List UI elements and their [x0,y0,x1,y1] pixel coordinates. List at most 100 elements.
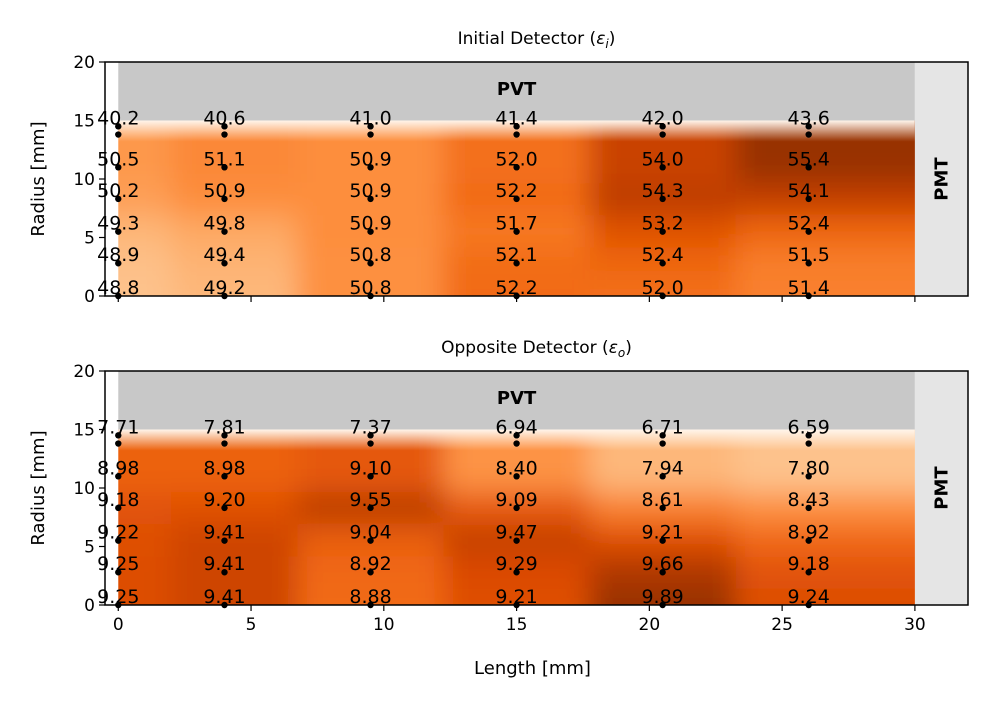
title-close: ) [625,338,632,358]
marker-point [115,131,122,138]
marker-point [513,195,520,203]
data-label: 52.4 [788,213,830,235]
panel-1: Opposite Detector (εo) 7.71 7.81 7.37 6.94 6.… [28,338,969,679]
marker-point [805,228,812,235]
data-label: 41.4 [495,107,537,129]
data-label: 54.0 [641,148,683,170]
data-label: 51.5 [788,244,830,266]
data-label: 6.94 [495,416,537,438]
chart-title: Initial Detector (εi) [458,29,616,51]
data-label: 50.9 [203,180,245,202]
marker-point [367,504,374,512]
y-tick-label: 5 [84,229,95,249]
data-label: 52.0 [641,277,683,299]
data-label: 9.10 [349,457,391,479]
data-label: 51.1 [203,148,245,170]
marker-point [513,164,520,171]
data-label: 52.0 [495,148,537,170]
y-tick-label: 15 [73,421,95,441]
marker-point [115,123,122,130]
data-label: 43.6 [788,107,830,129]
edge-highlight [118,429,915,451]
pvt-label: PVT [497,79,537,100]
pmt-region [914,371,968,605]
marker-point [221,260,228,267]
data-label: 50.8 [349,244,391,266]
data-label: 9.24 [788,586,830,608]
data-label: 52.2 [495,180,537,202]
marker-point [115,440,122,447]
y-axis-label: Radius [mm] [28,430,49,545]
marker-point [659,195,666,203]
marker-point [115,260,122,267]
marker-point [659,432,666,439]
marker-point [513,473,520,480]
marker-point [659,537,666,544]
data-label: 48.8 [97,277,139,299]
x-tick-label: 30 [904,615,926,635]
data-label: 9.29 [495,553,537,575]
marker-point [115,432,122,439]
data-label: 8.92 [788,522,830,544]
marker-point [513,228,520,235]
marker-point [805,164,812,171]
panel-0: Initial Detector (εi) 40.2 40.6 41.0 41.4 42.… [28,29,969,307]
x-tick-label: 25 [771,615,793,635]
data-label: 6.59 [788,416,830,438]
data-label: 9.21 [495,586,537,608]
marker-point [367,537,374,544]
marker-point [805,123,812,130]
data-label: 9.04 [349,522,391,544]
data-label: 7.80 [788,457,830,479]
data-label: 7.37 [349,416,391,438]
y-tick-label: 10 [73,170,95,190]
data-label: 8.98 [97,457,139,479]
marker-point [115,228,122,235]
marker-point [221,195,228,203]
data-label: 8.40 [495,457,537,479]
data-label: 9.66 [641,553,683,575]
marker-point [115,195,122,203]
marker-point [513,569,520,576]
data-label: 54.3 [641,180,683,202]
marker-point [221,440,228,447]
marker-point [659,473,666,480]
y-tick-label: 0 [84,287,95,307]
data-label: 9.20 [203,489,245,511]
data-label: 9.41 [203,553,245,575]
data-label: 55.4 [788,148,830,170]
marker-point [805,440,812,447]
marker-point [367,473,374,480]
marker-point [513,537,520,544]
marker-point [805,569,812,576]
data-label: 42.0 [641,107,683,129]
data-label: 49.3 [97,213,139,235]
marker-point [513,440,520,447]
data-label: 9.41 [203,522,245,544]
marker-point [115,473,122,480]
marker-point [367,131,374,138]
data-label: 8.61 [641,489,683,511]
data-label: 50.2 [97,180,139,202]
x-tick-label: 10 [373,615,395,635]
data-label: 9.18 [788,553,830,575]
data-label: 52.4 [641,244,683,266]
x-tick-label: 5 [246,615,257,635]
data-label: 9.21 [641,522,683,544]
data-label: 8.98 [203,457,245,479]
marker-point [513,432,520,439]
marker-point [805,131,812,138]
data-label: 50.8 [349,277,391,299]
marker-point [367,569,374,576]
data-label: 50.9 [349,148,391,170]
data-label: 41.0 [349,107,391,129]
marker-point [367,123,374,130]
data-label: 52.1 [495,244,537,266]
marker-point [513,131,520,138]
marker-point [367,260,374,267]
title-text: Initial Detector ( [458,29,597,49]
title-text: Opposite Detector ( [441,338,609,358]
marker-point [659,440,666,447]
data-label: 51.4 [788,277,830,299]
marker-point [367,164,374,171]
